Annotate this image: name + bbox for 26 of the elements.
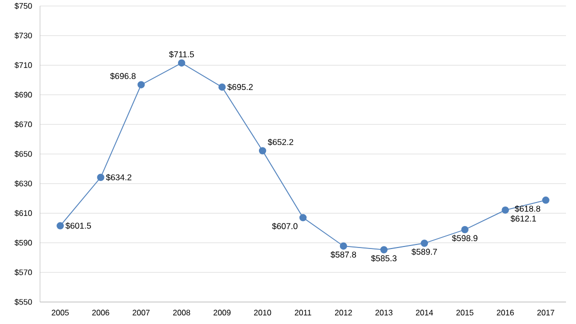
data-label: $587.8 (330, 251, 356, 258)
point (218, 83, 226, 91)
point (542, 196, 550, 204)
data-label: $652.2 (268, 138, 294, 146)
point (56, 222, 64, 230)
point (299, 214, 307, 222)
data-label: $598.9 (452, 234, 478, 242)
data-label: $618.8 (514, 205, 540, 212)
data-label: $634.2 (106, 174, 132, 181)
point (340, 242, 348, 250)
data-label: $589.7 (412, 248, 437, 256)
data-label: $612.1 (510, 215, 536, 222)
data-label: $601.5 (66, 222, 91, 230)
data-label: $696.8 (110, 72, 136, 80)
point (380, 246, 388, 254)
point (258, 147, 266, 154)
data-label: $695.2 (227, 84, 253, 91)
data-label: $711.5 (169, 50, 194, 58)
data-label: $607.0 (272, 222, 298, 230)
point (138, 81, 145, 88)
point (502, 206, 509, 214)
point (97, 174, 104, 182)
point (178, 59, 186, 67)
point (420, 240, 428, 247)
data-label: $585.3 (371, 254, 397, 262)
point (461, 226, 468, 234)
